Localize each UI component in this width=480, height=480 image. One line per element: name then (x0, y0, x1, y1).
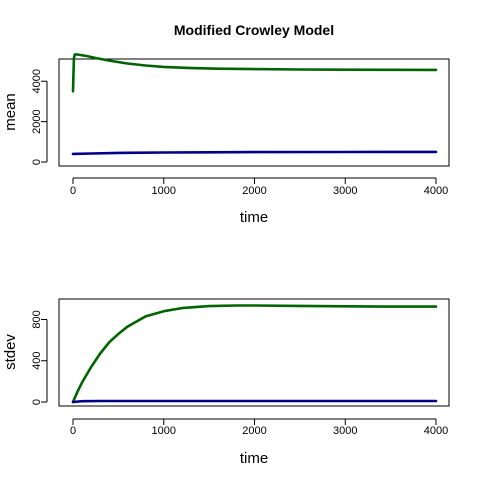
stdev-x-tick-label: 3000 (333, 425, 357, 437)
stdev-series-line-2 (71, 399, 438, 404)
mean-x-axis-label: time (240, 209, 268, 226)
stdev-y-tick-label: 800 (31, 310, 43, 328)
mean-y-axis-label: mean (2, 93, 19, 131)
stdev-y-axis-label: stdev (2, 334, 19, 370)
mean-x-tick-label: 0 (70, 185, 76, 197)
stdev-panel: time stdev 0 1000 2000 3000 4000 0 400 800 (2, 298, 450, 467)
stdev-series-line-1 (71, 304, 438, 404)
mean-x-tick-label: 4000 (424, 185, 448, 197)
mean-x-tick-label: 3000 (333, 185, 357, 197)
stdev-x-tick-label: 2000 (242, 425, 266, 437)
mean-panel: time mean 0 1000 2000 3000 4000 0 2000 4000 (2, 53, 450, 226)
stdev-x-tick-label: 1000 (152, 425, 176, 437)
chart-title: Modified Crowley Model (174, 22, 334, 38)
mean-y-tick-label: 2000 (31, 109, 43, 133)
stdev-x-axis-label: time (240, 450, 268, 467)
stdev-y-tick-label: 400 (31, 352, 43, 370)
stdev-x-tick-label: 4000 (424, 425, 448, 437)
stdev-plot-box (58, 298, 450, 407)
mean-x-tick-label: 2000 (242, 185, 266, 197)
stdev-x-tick-label: 0 (70, 425, 76, 437)
mean-series-line-1 (71, 53, 438, 93)
mean-plot-box (58, 58, 450, 167)
mean-x-tick-label: 1000 (152, 185, 176, 197)
mean-series-line-2 (71, 150, 438, 156)
stdev-y-tick-label: 0 (31, 399, 43, 405)
mean-y-tick-label: 4000 (31, 69, 43, 93)
mean-y-tick-label: 0 (31, 159, 43, 165)
